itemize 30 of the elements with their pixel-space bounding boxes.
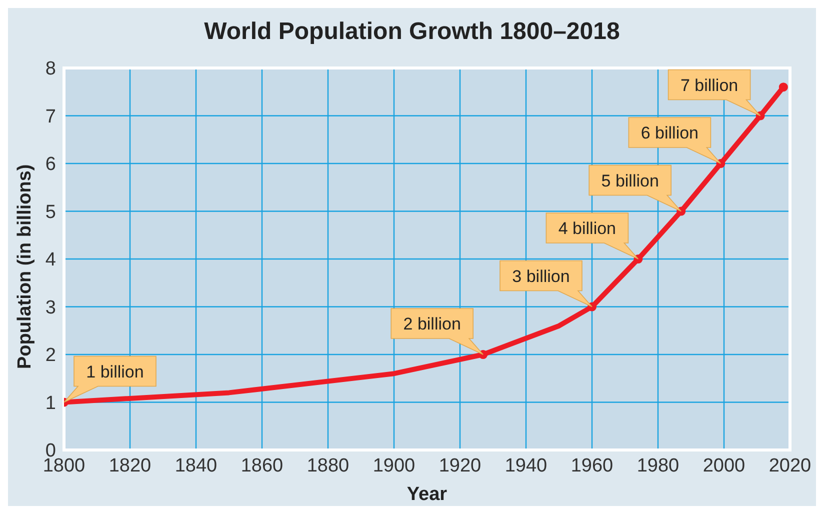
x-axis-title: Year (406, 484, 448, 505)
x-tick-label: 2000 (702, 455, 746, 476)
x-tick-label: 1860 (240, 455, 284, 476)
annotation: 2 billion (403, 314, 461, 334)
annotation: 4 billion (558, 219, 616, 238)
annotation: 1 billion (86, 362, 144, 382)
x-tick-label: 1820 (108, 455, 152, 476)
point (778, 82, 788, 92)
x-tick-label: 1840 (174, 455, 218, 476)
x-tick-label: 2020 (768, 455, 812, 476)
y-tick-label: 7 (45, 106, 56, 128)
x-tick-label: 1980 (636, 455, 680, 476)
y-axis-title: Population (in billions) (14, 164, 36, 369)
x-tick-label: 1960 (570, 455, 614, 476)
x-tick-label: 1880 (306, 455, 350, 476)
annotation: 6 billion (640, 124, 699, 142)
annotation: 7 billion (680, 76, 738, 95)
x-tick-label: 1900 (372, 455, 416, 476)
x-tick-label: 1920 (438, 455, 482, 476)
y-tick-label: 1 (45, 392, 56, 414)
x-tick-label: 1940 (504, 455, 548, 476)
chart-title: World Population Growth 1800–2018 (203, 17, 621, 47)
y-tick-label: 2 (45, 345, 56, 366)
y-tick-label: 4 (45, 250, 56, 271)
y-tick-label: 8 (45, 58, 56, 80)
y-tick-label: 3 (45, 297, 56, 318)
annotation: 3 billion (512, 266, 570, 286)
y-tick-label: 6 (45, 154, 56, 176)
y-tick-label: 5 (45, 202, 56, 223)
annotation: 5 billion (601, 171, 659, 190)
